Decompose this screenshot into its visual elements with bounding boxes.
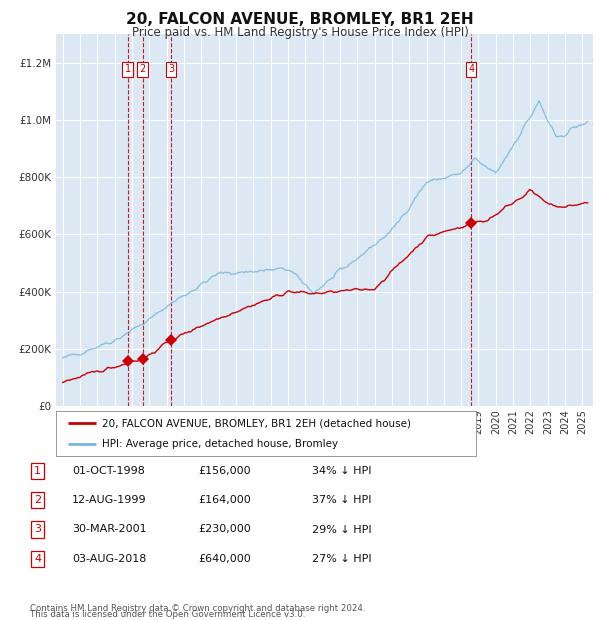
Text: 1: 1 xyxy=(125,64,131,74)
Text: 20, FALCON AVENUE, BROMLEY, BR1 2EH (detached house): 20, FALCON AVENUE, BROMLEY, BR1 2EH (det… xyxy=(102,418,411,428)
Text: £164,000: £164,000 xyxy=(198,495,251,505)
Text: 12-AUG-1999: 12-AUG-1999 xyxy=(72,495,146,505)
Text: £230,000: £230,000 xyxy=(198,525,251,534)
Text: 34% ↓ HPI: 34% ↓ HPI xyxy=(312,466,371,476)
Text: 01-OCT-1998: 01-OCT-1998 xyxy=(72,466,145,476)
Text: £640,000: £640,000 xyxy=(198,554,251,564)
Text: 3: 3 xyxy=(168,64,174,74)
Text: 2: 2 xyxy=(140,64,146,74)
Text: 4: 4 xyxy=(468,64,474,74)
Text: Contains HM Land Registry data © Crown copyright and database right 2024.: Contains HM Land Registry data © Crown c… xyxy=(30,603,365,613)
Text: £156,000: £156,000 xyxy=(198,466,251,476)
Text: Price paid vs. HM Land Registry's House Price Index (HPI): Price paid vs. HM Land Registry's House … xyxy=(131,26,469,39)
Text: 29% ↓ HPI: 29% ↓ HPI xyxy=(312,525,371,534)
Text: 27% ↓ HPI: 27% ↓ HPI xyxy=(312,554,371,564)
Text: 1: 1 xyxy=(34,466,41,476)
Text: 30-MAR-2001: 30-MAR-2001 xyxy=(72,525,146,534)
Text: 20, FALCON AVENUE, BROMLEY, BR1 2EH: 20, FALCON AVENUE, BROMLEY, BR1 2EH xyxy=(126,12,474,27)
Text: HPI: Average price, detached house, Bromley: HPI: Average price, detached house, Brom… xyxy=(102,438,338,449)
Text: 03-AUG-2018: 03-AUG-2018 xyxy=(72,554,146,564)
Text: 2: 2 xyxy=(34,495,41,505)
Text: 3: 3 xyxy=(34,525,41,534)
Text: 37% ↓ HPI: 37% ↓ HPI xyxy=(312,495,371,505)
Text: 4: 4 xyxy=(34,554,41,564)
Text: This data is licensed under the Open Government Licence v3.0.: This data is licensed under the Open Gov… xyxy=(30,609,305,619)
